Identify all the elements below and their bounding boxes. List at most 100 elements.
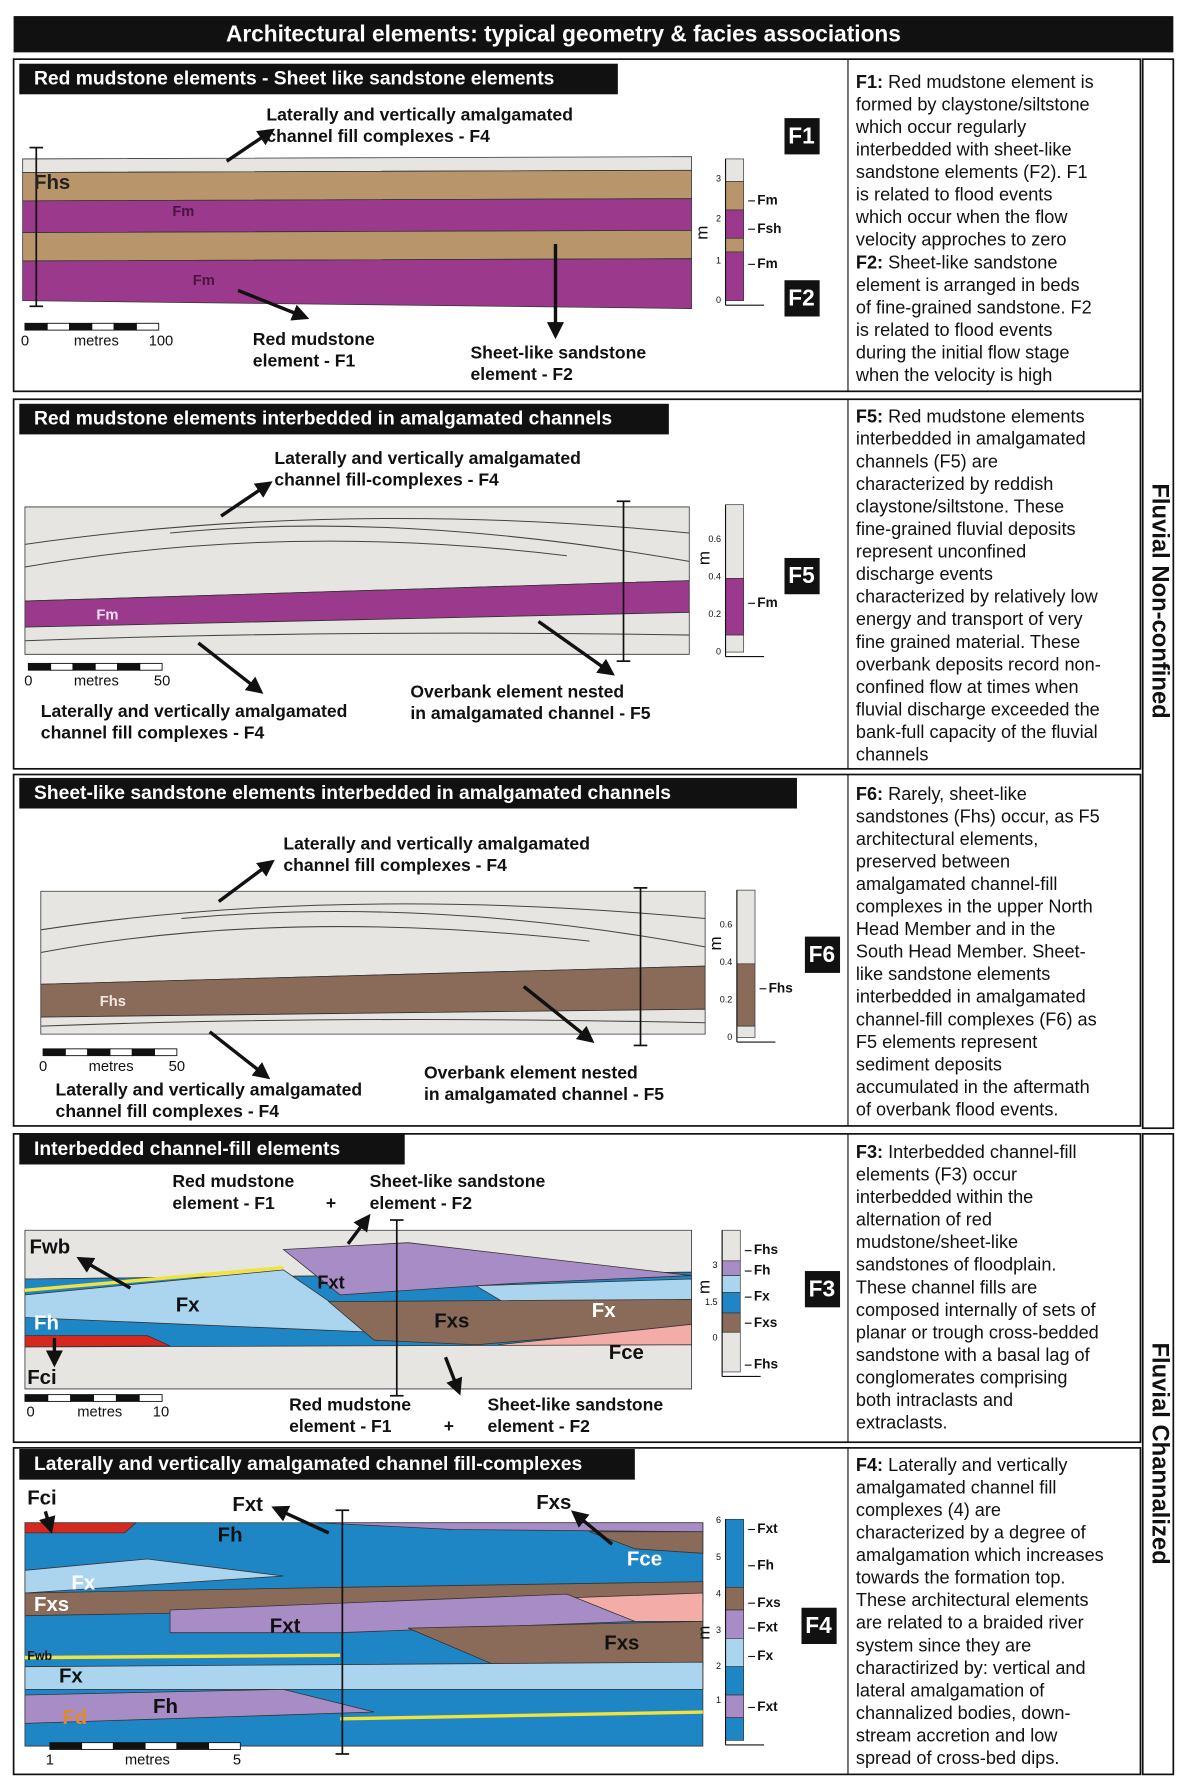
description-line: fine-grained fluvial deposits xyxy=(856,519,1076,539)
stratum xyxy=(23,170,692,201)
log-facies-label: Fm xyxy=(757,192,777,207)
annotation: Laterally and vertically amalgamated xyxy=(41,701,348,721)
panel-title: Laterally and vertically amalgamated cha… xyxy=(34,1454,582,1475)
annotation: Laterally and vertically amalgamated xyxy=(56,1079,363,1099)
side-label: Fluvial Non-confined xyxy=(1146,483,1173,718)
description-line: discharge events xyxy=(856,564,993,584)
facies-label: Fm xyxy=(172,204,194,220)
description-line: lateral amalgamation of xyxy=(856,1680,1045,1700)
facies-label: Fxs xyxy=(34,1594,69,1616)
log-facies-label: Fhs xyxy=(754,1242,778,1257)
facies-label: Fci xyxy=(27,1367,56,1389)
scale-label: 10 xyxy=(153,1405,169,1421)
description-line: alternation of red xyxy=(856,1210,992,1230)
scale-segment xyxy=(47,323,69,330)
annotation: Overbank element nested xyxy=(410,682,624,702)
description-line: F2: Sheet-like sandstone xyxy=(856,252,1058,272)
description-line: These architectural elements xyxy=(856,1590,1089,1610)
description-line: interbedded in amalgamated xyxy=(856,429,1086,449)
description-line: complexes in the upper North xyxy=(856,897,1093,917)
description-line: interbedded within the xyxy=(856,1187,1033,1207)
scale-label: 50 xyxy=(154,673,170,689)
scale-segment xyxy=(70,323,92,330)
scale-label: metres xyxy=(77,1405,122,1421)
description-line: extraclasts. xyxy=(856,1413,948,1433)
code-label: F6 xyxy=(809,941,835,967)
facies-label: Fci xyxy=(27,1487,56,1509)
log-facies-label: Fxt xyxy=(757,1620,778,1635)
figure-title: Architectural elements: typical geometry… xyxy=(226,20,901,46)
annotation: Laterally and vertically amalgamated xyxy=(274,448,581,468)
log-segment xyxy=(726,1695,744,1718)
scale-segment xyxy=(136,323,158,330)
annotation: element - F1 xyxy=(172,1193,275,1213)
description-line: is related to flood events xyxy=(856,185,1052,205)
scale-segment xyxy=(139,1395,162,1402)
stratum xyxy=(23,199,692,233)
description-line: F4: Laterally and vertically xyxy=(856,1455,1068,1475)
facies-label: Fwb xyxy=(27,1649,52,1663)
scale-segment xyxy=(28,663,50,670)
log-facies-label: Fx xyxy=(757,1648,773,1663)
description-line: charactirized by: vertical and xyxy=(856,1658,1086,1678)
facies-label: Fhs xyxy=(100,994,126,1010)
panel-title: Sheet-like sandstone elements interbedde… xyxy=(34,783,671,804)
description-line: characterized by a degree of xyxy=(856,1523,1087,1543)
annotation: in amalgamated channel - F5 xyxy=(410,703,650,723)
log-tick-label: 0.2 xyxy=(708,609,721,619)
description-line: formed by claystone/siltstone xyxy=(856,94,1090,114)
description-line: is related to flood events xyxy=(856,320,1052,340)
panel-title: Red mudstone elements - Sheet like sands… xyxy=(34,69,554,90)
log-facies-label: Fsh xyxy=(757,221,781,236)
log-facies-label: Fm xyxy=(757,256,777,271)
log-segment xyxy=(726,210,744,238)
log-tick-label: 0 xyxy=(716,295,721,305)
log-segment xyxy=(737,890,755,964)
log-facies-label: Fhs xyxy=(769,980,793,995)
stratum xyxy=(23,259,692,309)
log-unit: m xyxy=(695,1626,714,1640)
scale-label: metres xyxy=(125,1753,170,1769)
scale-label: 1 xyxy=(46,1753,54,1769)
scale-segment xyxy=(94,1395,117,1402)
description-line: which occur when the flow xyxy=(855,207,1068,227)
description-line: sandstone with a basal lag of xyxy=(856,1345,1091,1365)
annotation: channel fill complexes - F4 xyxy=(283,855,507,875)
log-tick-label: 0.6 xyxy=(708,534,721,544)
annotation: channel fill complexes - F4 xyxy=(41,722,265,742)
log-tick-label: 0.2 xyxy=(720,994,733,1004)
description-line: interbedded in amalgamated xyxy=(856,987,1086,1007)
facies-label: Fxs xyxy=(536,1492,571,1514)
stratum xyxy=(25,1523,136,1533)
description-line: stream accretion and low xyxy=(856,1726,1058,1746)
annotation: channel fill-complexes - F4 xyxy=(274,470,499,490)
figure: Architectural elements: typical geometry… xyxy=(0,0,1179,1778)
description-line: claystone/siltstone. These xyxy=(856,496,1064,516)
scale-segment xyxy=(88,1049,110,1056)
log-tick-label: 1 xyxy=(716,1695,721,1705)
code-label: F4 xyxy=(805,1612,832,1638)
log-tick-label: 3 xyxy=(716,1625,721,1635)
facies-label: Fce xyxy=(627,1549,662,1571)
description-line: elements (F3) occur xyxy=(856,1164,1017,1184)
log-segment xyxy=(722,1230,740,1261)
description-line: channels xyxy=(856,745,929,765)
log-segment xyxy=(726,1610,744,1638)
log-facies-label: Fm xyxy=(757,595,777,610)
facies-label: Fxs xyxy=(604,1632,639,1654)
scale-segment xyxy=(114,323,136,330)
facies-label: Fx xyxy=(71,1572,95,1594)
log-facies-label: Fxt xyxy=(757,1699,778,1714)
scale-segment xyxy=(51,663,73,670)
annotation: Sheet-like sandstone xyxy=(487,1395,663,1415)
facies-label: Fh xyxy=(218,1525,243,1547)
stratum xyxy=(23,230,692,261)
facies-label: Fhs xyxy=(34,172,70,194)
log-tick-label: 6 xyxy=(716,1515,721,1525)
description-line: characterized by reddish xyxy=(856,474,1053,494)
log-tick-label: 0.4 xyxy=(708,572,721,582)
annotation: Sheet-like sandstone xyxy=(370,1171,546,1191)
facies-label: Fxt xyxy=(270,1615,301,1637)
log-segment xyxy=(722,1332,740,1372)
annotation: Overbank element nested xyxy=(424,1062,638,1082)
